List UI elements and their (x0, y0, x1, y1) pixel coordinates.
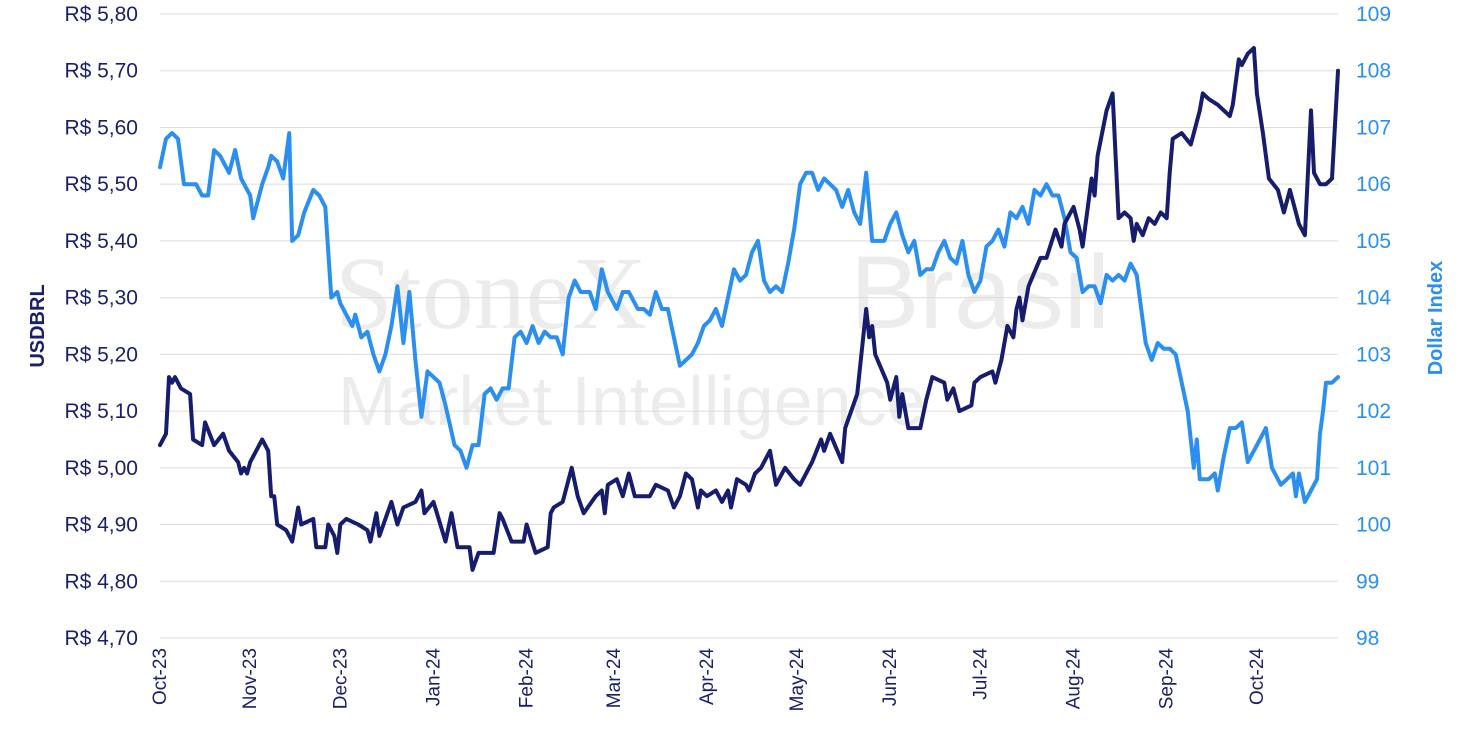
x-tick-label: Jun-24 (880, 648, 901, 707)
right-tick-label: 100 (1356, 514, 1391, 537)
left-tick-label: R$ 5,70 (64, 60, 138, 83)
right-tick-label: 105 (1356, 230, 1391, 253)
watermark-brand: StoneX (335, 236, 647, 351)
watermark: StoneX Brasil Market Intelligence (335, 235, 1110, 440)
left-tick-label: R$ 4,90 (64, 514, 138, 537)
right-tick-label: 102 (1356, 400, 1391, 423)
x-tick-label: Oct-23 (150, 648, 171, 705)
right-tick-label: 101 (1356, 457, 1391, 480)
x-tick-label: Jul-24 (970, 648, 991, 700)
right-axis-title: Dollar Index (1425, 261, 1447, 375)
right-tick-label: 107 (1356, 116, 1391, 139)
right-tick-label: 104 (1356, 287, 1391, 310)
x-tick-label: Nov-23 (240, 648, 261, 709)
usdbrl-series-line (158, 46, 1340, 572)
dollar-index-series-line (158, 131, 1340, 504)
x-tick-label: Jan-24 (423, 648, 444, 707)
left-tick-label: R$ 5,60 (64, 116, 138, 139)
x-axis-tick-labels: Oct-23 Nov-23 Dec-23 Jan-24 Feb-24 Mar-24 Apr-… (150, 648, 1268, 712)
left-tick-label: R$ 5,20 (64, 343, 138, 366)
x-tick-label: Aug-24 (1064, 648, 1085, 710)
left-tick-label: R$ 5,30 (64, 287, 138, 310)
right-tick-label: 103 (1356, 343, 1391, 366)
right-axis-tick-labels: 98 99 100 101 102 103 104 105 106 107 108 109 (1356, 3, 1391, 650)
left-tick-label: R$ 4,70 (64, 627, 138, 650)
right-tick-label: 106 (1356, 173, 1391, 196)
left-axis-tick-labels: R$ 4,70 R$ 4,80 R$ 4,90 R$ 5,00 R$ 5,10 R$ 5,… (64, 3, 138, 650)
left-axis-title: USDBRL (27, 284, 49, 367)
left-tick-label: R$ 4,80 (64, 570, 138, 593)
left-tick-label: R$ 5,10 (64, 400, 138, 423)
watermark-tagline: Market Intelligence (338, 362, 926, 440)
series-lines (158, 46, 1340, 572)
left-tick-label: R$ 5,80 (64, 3, 138, 26)
x-tick-label: Apr-24 (697, 648, 718, 705)
x-tick-label: Dec-23 (330, 648, 351, 709)
x-tick-label: Feb-24 (517, 648, 538, 709)
left-tick-label: R$ 5,50 (64, 173, 138, 196)
right-tick-label: 99 (1356, 570, 1379, 593)
x-tick-label: Mar-24 (604, 648, 625, 709)
x-tick-label: Sep-24 (1157, 648, 1178, 710)
x-tick-label: May-24 (787, 648, 808, 712)
x-tick-label: Oct-24 (1247, 648, 1268, 705)
left-tick-label: R$ 5,00 (64, 457, 138, 480)
right-tick-label: 109 (1356, 3, 1391, 26)
right-tick-label: 108 (1356, 60, 1391, 83)
left-tick-label: R$ 5,40 (64, 230, 138, 253)
right-tick-label: 98 (1356, 627, 1379, 650)
watermark-region: Brasil (850, 235, 1110, 351)
